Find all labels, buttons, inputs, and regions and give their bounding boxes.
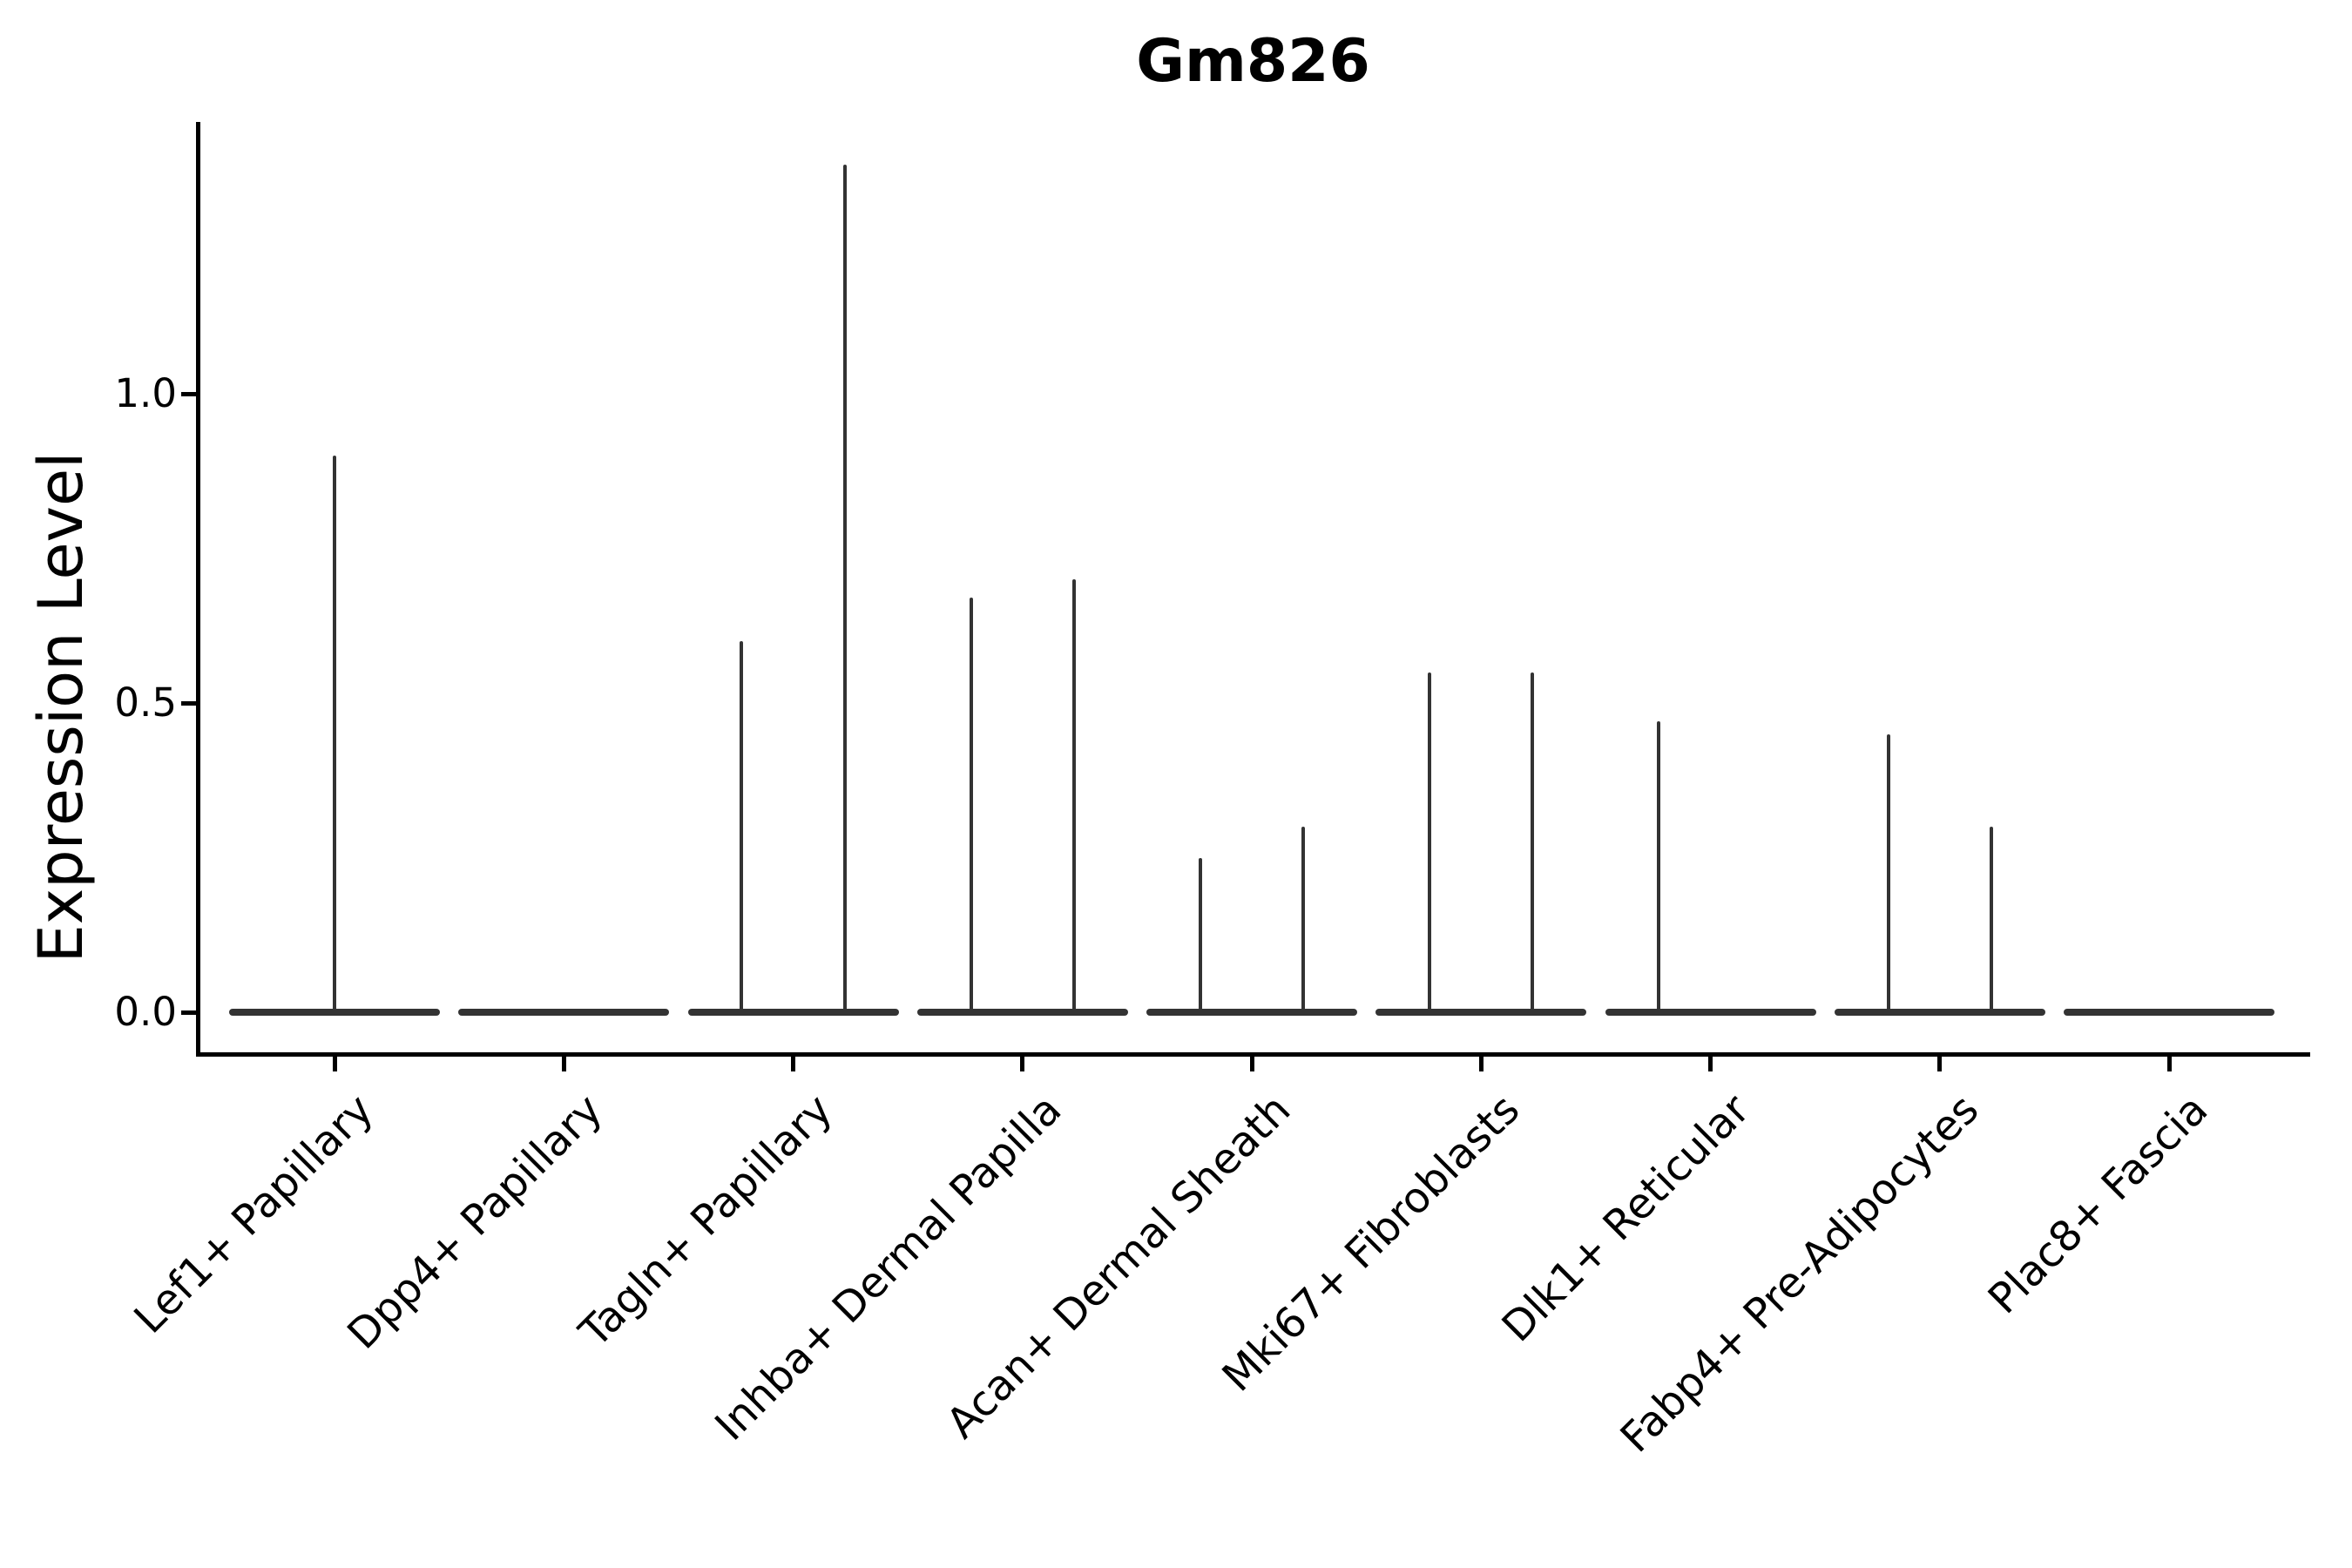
violin-spike: [1301, 827, 1306, 1016]
x-tick-label: Acan+ Dermal Sheath: [936, 1085, 1301, 1449]
violin-baseline: [2064, 1009, 2274, 1016]
x-tick: [1478, 1056, 1484, 1071]
violin-spike: [1657, 721, 1661, 1016]
x-tick: [1937, 1056, 1943, 1071]
x-tick: [2166, 1056, 2172, 1071]
violin-spike: [1071, 579, 1076, 1016]
violin-baseline: [1146, 1009, 1357, 1016]
violin-spike: [842, 165, 847, 1016]
chart-title: Gm826: [1136, 27, 1370, 96]
y-tick: [181, 391, 196, 396]
violin-baseline: [687, 1009, 899, 1016]
x-tick: [561, 1056, 566, 1071]
x-tick-label: Dlk1+ Reticular: [1492, 1085, 1759, 1352]
y-axis-line: [196, 122, 200, 1057]
x-tick-label: Fabp4+ Pre-Adipocytes: [1611, 1085, 1989, 1463]
x-tick-label: Inhba+ Dermal Papilla: [706, 1085, 1071, 1450]
y-tick-label: 0.5: [114, 679, 177, 726]
violin-spike: [740, 641, 744, 1016]
x-tick-label: Mki67+ Fibroblasts: [1213, 1085, 1530, 1402]
x-tick-label: Tagln+ Papillary: [570, 1085, 841, 1357]
violin-spike: [1428, 672, 1432, 1016]
x-axis-line: [196, 1051, 2310, 1057]
violin-baseline: [458, 1009, 670, 1016]
violin-spike: [333, 456, 336, 1016]
violin-spike: [969, 598, 973, 1016]
violin-spike: [1989, 827, 1993, 1016]
y-tick-label: 0.0: [114, 989, 177, 1035]
violin-spike: [1531, 672, 1535, 1016]
x-tick-label: Plac8+ Fascia: [1978, 1085, 2218, 1324]
x-tick: [791, 1056, 795, 1071]
violin-baseline: [1605, 1009, 1816, 1016]
x-tick: [1708, 1056, 1713, 1071]
x-tick: [332, 1056, 337, 1071]
violin-baseline: [1375, 1009, 1587, 1016]
y-tick: [181, 1010, 196, 1015]
violin-baseline: [916, 1009, 1128, 1016]
x-tick: [1020, 1056, 1025, 1071]
y-tick-label: 1.0: [114, 370, 177, 416]
x-tick-label: Dpp4+ Papillary: [338, 1085, 612, 1359]
x-tick: [1249, 1056, 1254, 1071]
violin-baseline: [1834, 1009, 2045, 1016]
violin-spike: [1886, 733, 1890, 1016]
y-tick: [181, 700, 196, 706]
violin-spike: [1198, 857, 1202, 1016]
